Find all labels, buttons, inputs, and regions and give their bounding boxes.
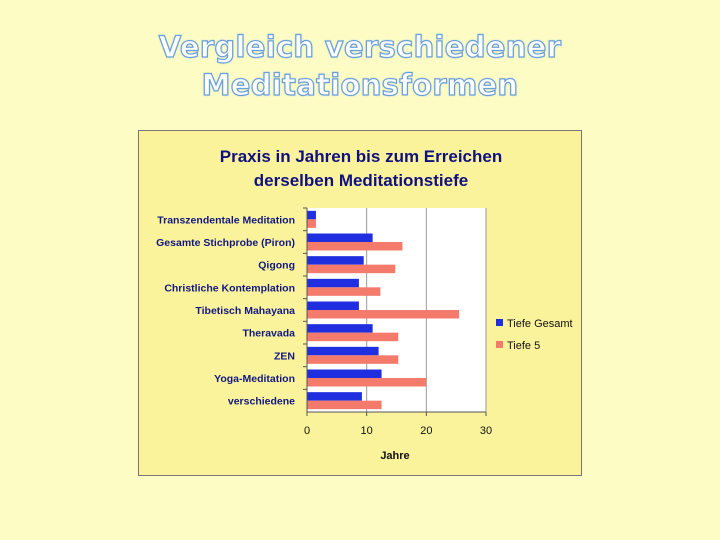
legend: Tiefe Gesamt Tiefe 5 [496, 318, 573, 352]
x-axis-label: Jahre [380, 450, 409, 462]
bar-tiefe-5 [307, 355, 399, 364]
legend-label: Tiefe Gesamt [507, 318, 573, 330]
bar-tiefe-5 [307, 378, 427, 387]
category-label: verschiedene [228, 396, 295, 408]
bar-tiefe-gesamt [307, 324, 373, 333]
bar-tiefe-gesamt [307, 369, 382, 378]
bar-tiefe-gesamt [307, 256, 364, 265]
category-label: Qigong [258, 260, 295, 272]
category-label: ZEN [274, 350, 295, 362]
bar-tiefe-5 [307, 310, 460, 319]
x-tick-label: 10 [361, 425, 373, 437]
chart-frame: Praxis in Jahren bis zum Erreichen derse… [138, 130, 582, 476]
bar-tiefe-gesamt [307, 233, 373, 242]
slide-title-line-1: Vergleich verschiedener [158, 29, 562, 64]
legend-swatch [496, 341, 503, 348]
bar-tiefe-5 [307, 400, 382, 410]
bar-chart: Praxis in Jahren bis zum Erreichen derse… [156, 147, 573, 462]
bar-tiefe-5 [307, 287, 381, 296]
slide-title: Vergleich verschiedener Meditationsforme… [0, 28, 720, 104]
x-tick-label: 0 [304, 425, 310, 437]
bar-tiefe-gesamt [307, 210, 316, 220]
category-label: Gesamte Stichprobe (Piron) [156, 237, 295, 249]
bar-tiefe-5 [307, 219, 316, 228]
bars [307, 210, 460, 410]
category-label: Tibetisch Mahayana [195, 305, 295, 317]
category-label: Christliche Kontemplation [164, 282, 295, 294]
category-label: Theravada [242, 328, 295, 340]
x-tick-label: 30 [480, 425, 492, 437]
chart-title-line-1: Praxis in Jahren bis zum Erreichen [220, 147, 503, 166]
chart-title-line-2: derselben Meditationstiefe [254, 171, 468, 190]
bar-tiefe-gesamt [307, 392, 362, 401]
x-tick-label: 20 [420, 425, 432, 437]
bar-tiefe-5 [307, 264, 396, 274]
bar-tiefe-5 [307, 332, 399, 342]
bar-tiefe-5 [307, 242, 403, 251]
bar-tiefe-gesamt [307, 301, 359, 310]
legend-label: Tiefe 5 [507, 340, 540, 352]
slide-title-line-2: Meditationsformen [201, 67, 519, 102]
category-label: Transzendentale Meditation [157, 214, 295, 226]
axes [303, 207, 487, 416]
legend-swatch [496, 319, 503, 326]
bar-tiefe-gesamt [307, 278, 359, 288]
bar-tiefe-gesamt [307, 346, 379, 356]
labels: 0 10 20 30 Transzendentale Meditation Gesamte… [156, 214, 492, 437]
category-label: Yoga-Meditation [214, 373, 295, 385]
